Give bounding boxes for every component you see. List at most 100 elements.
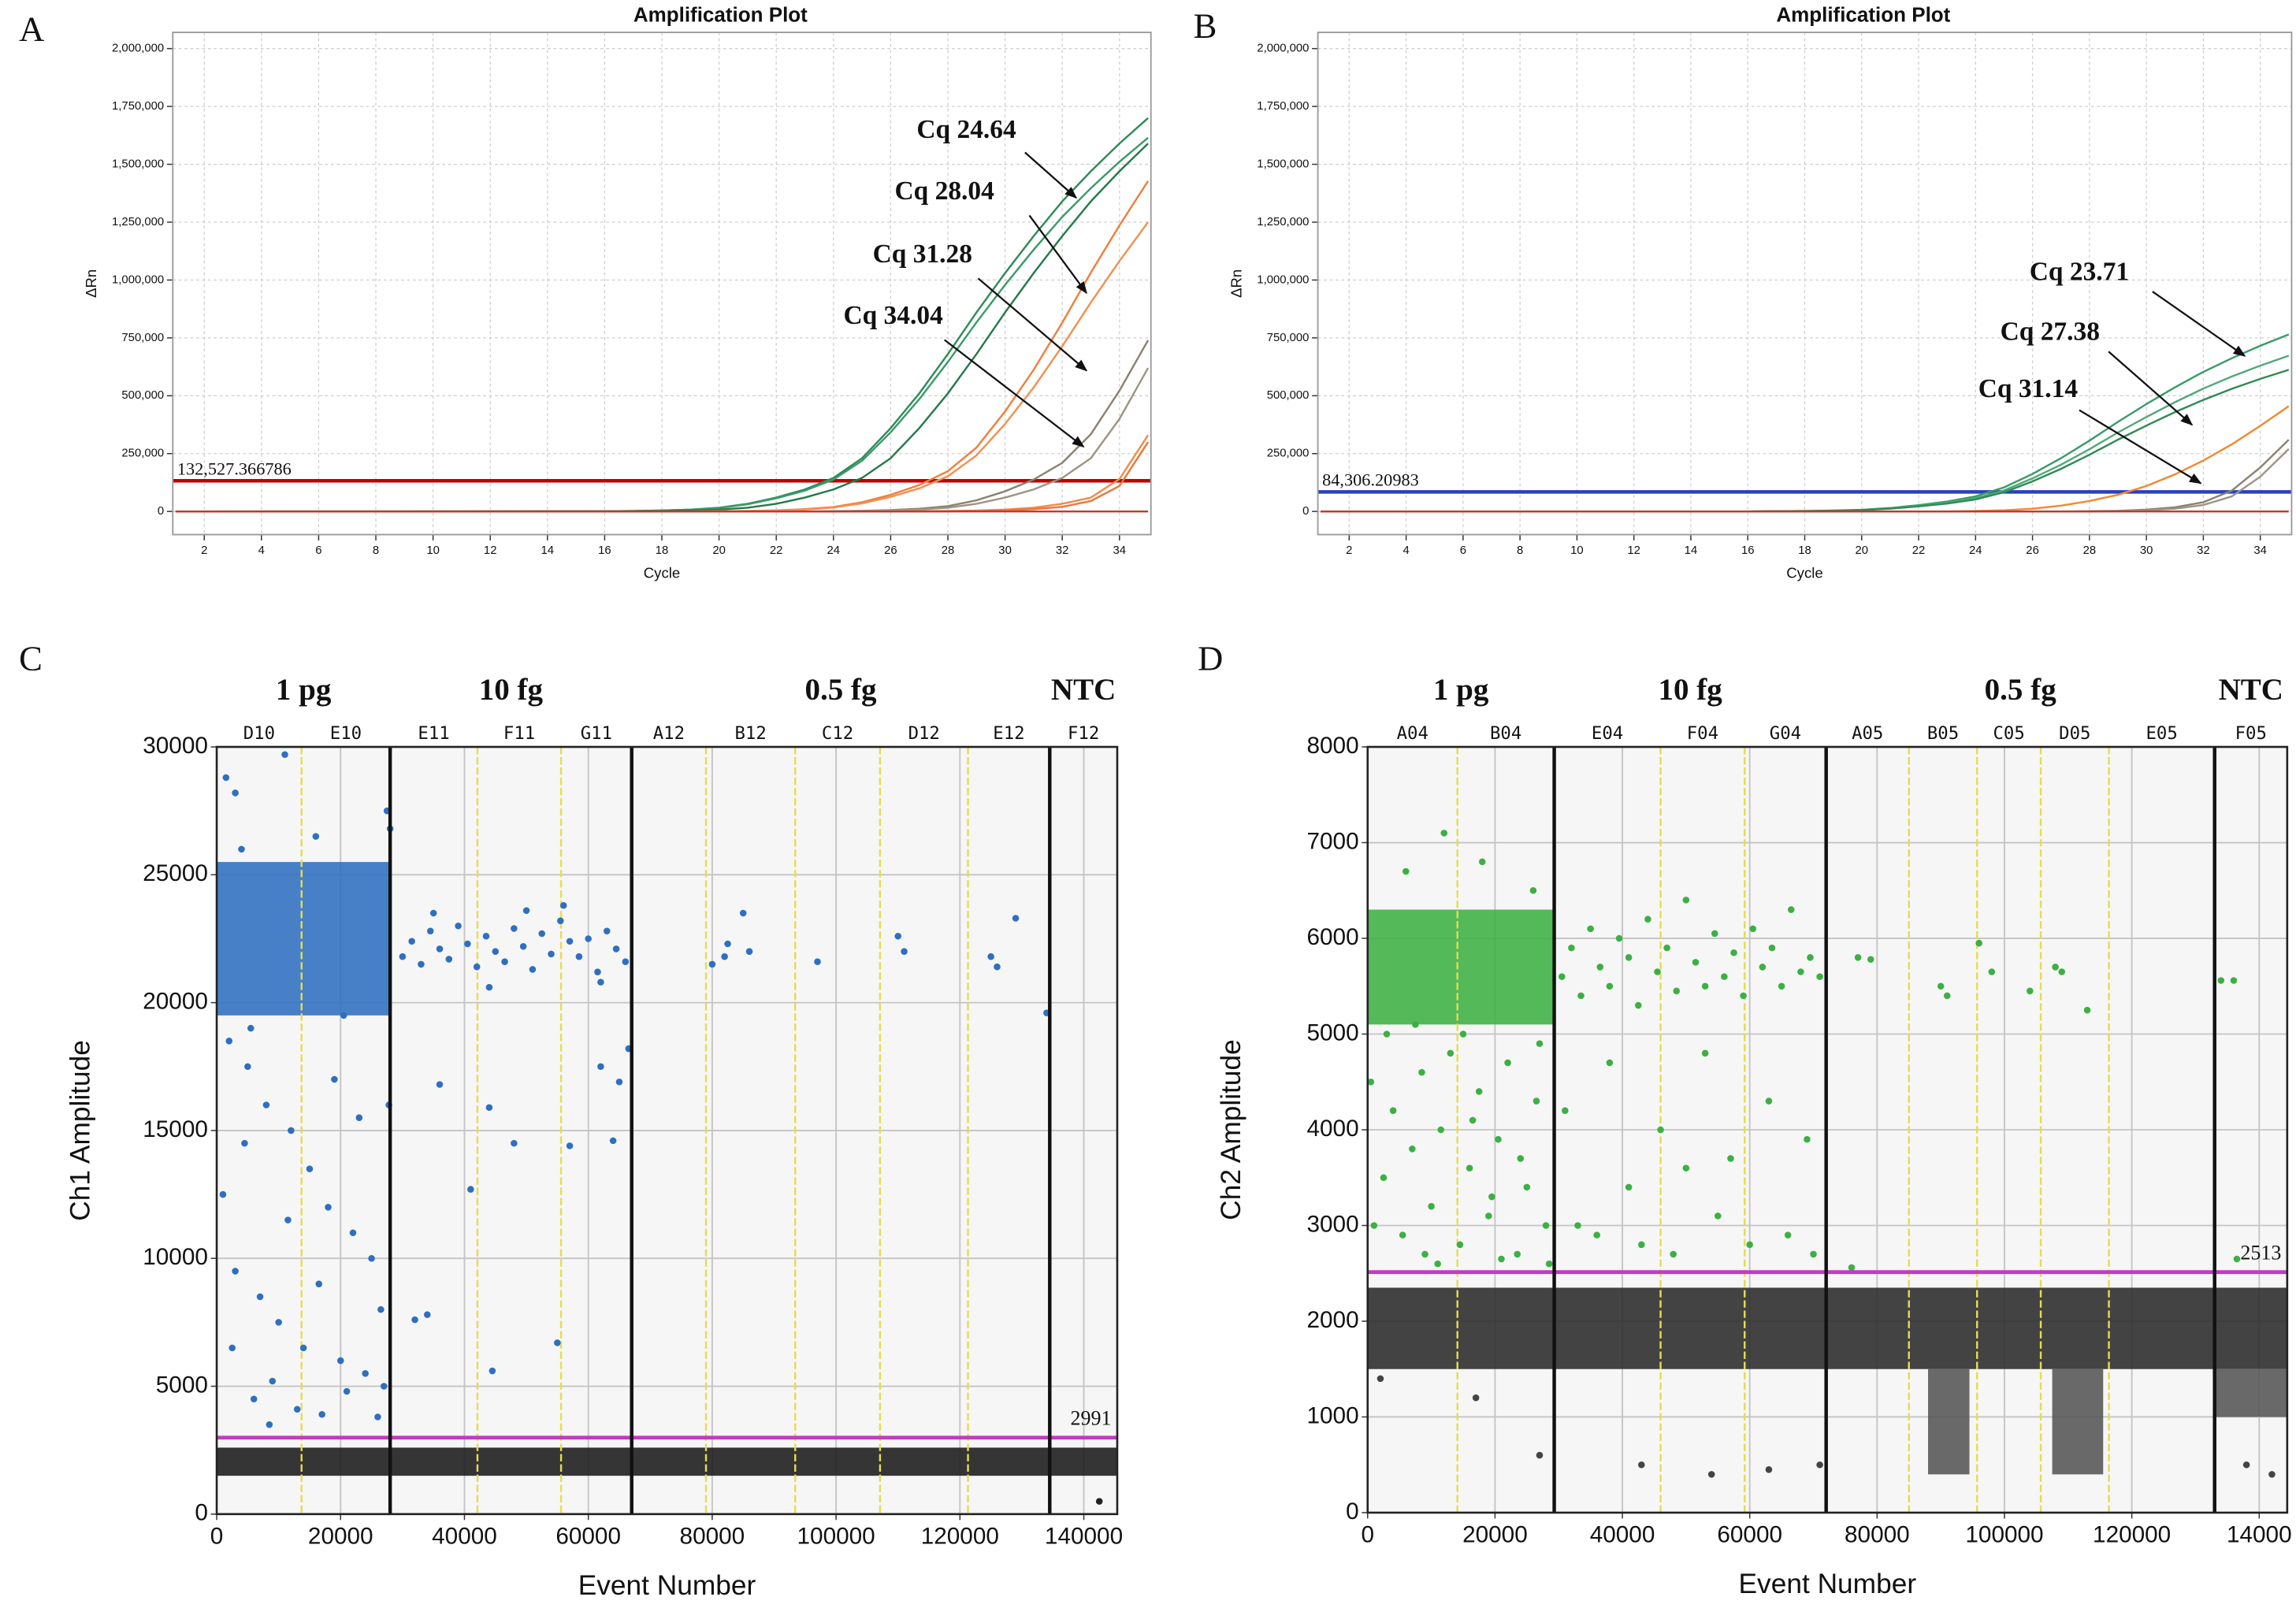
y-tick-label: 3000 [1306,1211,1358,1237]
x-tick-label: 0 [210,1523,224,1549]
x-tick-label: 14 [1685,544,1698,557]
droplet [1701,982,1709,990]
well-label: G04 [1770,723,1801,744]
group-label: 1 pg [276,673,332,707]
droplet [340,1012,347,1019]
y-tick-label: 1,750,000 [112,100,164,113]
droplet [1854,954,1862,961]
droplet [482,932,490,940]
droplet [557,917,564,925]
droplet [455,922,462,930]
x-tick-label: 8 [373,544,379,557]
droplet [1797,968,1804,975]
annotation: Cq 23.71 [2030,257,2129,286]
x-tick-label: 140000 [1045,1523,1123,1549]
droplet [1402,867,1410,875]
droplet [2230,977,2238,984]
droplet [343,1387,351,1395]
droplet [1867,956,1874,964]
droplet [2027,987,2034,995]
droplet [1485,1212,1492,1220]
droplet [987,953,994,960]
well-label: B05 [1927,723,1959,744]
droplet [511,925,518,932]
well-label: E10 [330,723,362,744]
droplet [597,1063,604,1071]
droplet [1472,1394,1480,1402]
droplet [554,1339,561,1346]
droplet [418,960,425,968]
droplet [566,1142,574,1149]
x-axis-label: Cycle [1786,565,1822,581]
droplet [1434,1260,1441,1268]
panel: B 0 250,000 500,000 750,000 1,000,000 1,250,00… [1194,3,2293,581]
annotation: Cq 28.04 [895,176,995,206]
droplet [1367,1078,1375,1086]
y-tick-label: 0 [1346,1498,1359,1524]
plot-frame [172,32,1152,536]
droplet [1606,1059,1614,1067]
droplet [331,1075,338,1083]
droplet [232,789,239,797]
x-axis-label: Cycle [644,565,680,581]
droplet [293,1406,301,1413]
droplet [426,927,434,935]
droplet [1625,954,1633,961]
droplet [1428,1202,1435,1210]
droplet [1562,1107,1569,1114]
annotation-arrow [944,339,1085,447]
droplet [222,774,230,782]
plot-frame [215,745,1119,1516]
droplet [1701,1049,1709,1057]
x-tick-label: 4 [258,544,265,557]
droplet [538,930,546,938]
x-tick-label: 60000 [555,1523,621,1549]
y-tick-label: 1000 [1306,1402,1358,1428]
droplet [1012,915,1020,922]
droplet [2233,1255,2241,1263]
y-tick-label: 750,000 [1267,332,1310,344]
well-label: C05 [1993,723,2025,744]
droplet [1440,830,1448,837]
droplet [1514,1250,1521,1258]
y-tick-label: 500,000 [121,389,164,402]
droplet [1469,1116,1477,1124]
x-tick-label: 34 [1113,544,1127,557]
droplet [315,1280,323,1287]
well-label: E04 [1592,723,1623,744]
panel-letter: D [1198,638,1223,678]
droplet [1389,1107,1397,1114]
droplet [228,1344,236,1352]
droplet [381,1383,388,1390]
droplet [1937,982,1945,990]
droplet [1606,982,1614,990]
x-tick-label: 12 [1627,544,1640,557]
y-tick-label: 6000 [1306,924,1358,950]
droplet [336,1357,344,1365]
y-axis-label: Ch2 Amplitude [1216,1039,1246,1220]
droplet [1418,1068,1425,1076]
well-label: A12 [653,723,685,744]
droplet [994,963,1001,971]
x-tick-label: 32 [1056,544,1069,557]
x-tick-label: 18 [656,544,669,557]
droplet [1596,964,1604,971]
droplet [1740,992,1747,1000]
droplet [250,1395,258,1403]
droplet [467,1186,474,1193]
x-tick-label: 8 [1517,544,1523,557]
droplet [1533,1097,1540,1105]
annotation-arrow [977,277,1088,372]
x-tick-label: 30 [998,544,1012,557]
droplet [1574,1222,1581,1229]
droplet [485,1104,493,1111]
droplet [575,953,583,960]
plot-area [217,747,1117,1514]
threshold-label: 84,306.20983 [1322,470,1419,490]
x-tick-label: 30 [2140,544,2153,557]
droplet [708,960,716,968]
droplet [1778,982,1785,990]
droplet [1517,1155,1525,1162]
droplet [522,907,530,915]
droplet [1943,992,1951,1000]
